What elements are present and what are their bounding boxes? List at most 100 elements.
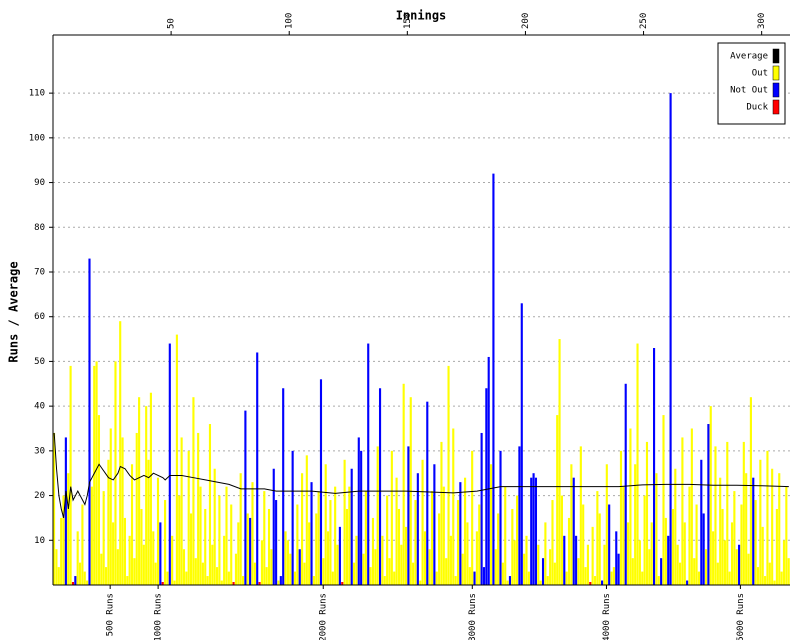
innings-bar [190, 513, 193, 585]
innings-bar [324, 464, 327, 585]
innings-bar [208, 424, 212, 585]
innings-bar [527, 571, 530, 585]
innings-bar [133, 558, 136, 585]
innings-bar [683, 522, 686, 585]
innings-bar [201, 562, 204, 585]
innings-bar [657, 576, 660, 585]
innings-bar [586, 544, 589, 585]
innings-bar [461, 553, 464, 585]
innings-bar [627, 522, 630, 585]
innings-bar [787, 558, 790, 585]
innings-bar [130, 464, 134, 585]
innings-bar [88, 258, 91, 585]
innings-bar [669, 93, 672, 586]
innings-bar [459, 482, 462, 585]
innings-bar [57, 567, 60, 585]
innings-bar [386, 495, 389, 585]
innings-bar [367, 343, 370, 585]
innings-bar [728, 571, 731, 585]
runs-tick-label: 3000 Runs [468, 593, 478, 640]
innings-bar [154, 562, 157, 585]
innings-bar [215, 567, 219, 585]
innings-bar [104, 567, 108, 585]
innings-bar [700, 459, 703, 585]
innings-bar [374, 549, 377, 585]
innings-bar [645, 441, 649, 585]
innings-bar [53, 432, 56, 585]
innings-bar [702, 513, 705, 585]
innings-bar [412, 562, 415, 585]
innings-bar [227, 571, 230, 585]
innings-bar [570, 464, 573, 585]
innings-bar [310, 482, 313, 585]
innings-bar [213, 468, 216, 585]
innings-bar [438, 513, 441, 585]
innings-bar [671, 508, 675, 585]
innings-bar [423, 531, 426, 585]
innings-bar [704, 549, 708, 585]
innings-bar [558, 339, 561, 585]
innings-bar [608, 504, 611, 585]
innings-bar [296, 504, 299, 585]
innings-bar [263, 491, 266, 585]
innings-bar [584, 567, 587, 585]
innings-bar [135, 432, 138, 585]
innings-bar [766, 450, 769, 585]
innings-bar [192, 397, 195, 585]
innings-bar [336, 544, 339, 585]
innings-bar [246, 513, 249, 585]
innings-bar [360, 450, 363, 585]
innings-bar [156, 477, 160, 585]
innings-bar [404, 526, 408, 585]
innings-bar [258, 582, 261, 585]
innings-bar [456, 500, 460, 585]
innings-bar [690, 428, 693, 585]
innings-bar [390, 450, 393, 585]
innings-bar [173, 580, 176, 585]
innings-bar [518, 446, 521, 585]
innings-bar [567, 517, 571, 585]
legend-label: Not Out [730, 86, 768, 96]
innings-bar [239, 473, 242, 585]
innings-bar [478, 504, 481, 585]
innings-bar [64, 437, 67, 585]
innings-bar [541, 558, 545, 585]
innings-bar [95, 361, 98, 585]
innings-bar [730, 522, 734, 585]
innings-bar [357, 437, 360, 585]
innings-bar [761, 526, 764, 585]
innings-bar [553, 562, 556, 585]
innings-bar [530, 477, 533, 585]
innings-bar [752, 477, 755, 585]
innings-bar [768, 562, 771, 585]
innings-bar [759, 459, 762, 585]
innings-bar [780, 571, 783, 585]
innings-bar [364, 491, 367, 585]
innings-bar [397, 508, 401, 585]
innings-bar [102, 491, 105, 585]
innings-bar [582, 504, 585, 585]
runs-tick-label: 5000 Runs [736, 593, 746, 640]
innings-bar [539, 580, 542, 585]
innings-bar [482, 567, 486, 585]
innings-bar [298, 549, 301, 585]
innings-bar [575, 535, 578, 585]
innings-bar [225, 486, 228, 585]
innings-bar [331, 571, 334, 585]
innings-bar [497, 513, 500, 585]
innings-bar [480, 432, 483, 585]
innings-bar [55, 549, 58, 585]
innings-bar [650, 522, 653, 585]
innings-bar [508, 576, 512, 585]
legend-swatch [772, 82, 780, 98]
innings-bar [393, 571, 396, 585]
innings-bar [381, 535, 384, 585]
innings-bar [378, 388, 382, 585]
innings-bar [343, 459, 346, 585]
innings-bar [260, 540, 263, 585]
innings-bar [494, 549, 497, 585]
innings-bar [636, 343, 639, 585]
innings-bar [284, 531, 287, 585]
innings-bar [185, 571, 188, 585]
innings-bar [551, 500, 554, 585]
